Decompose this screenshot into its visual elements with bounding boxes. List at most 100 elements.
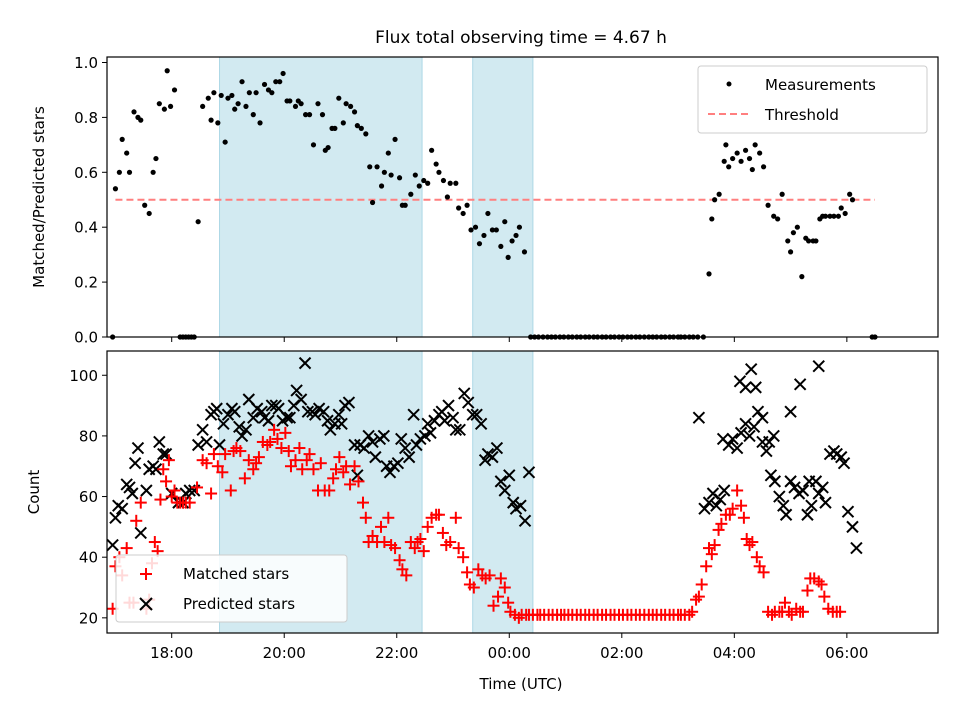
predicted-star-point — [461, 396, 475, 409]
measurement-point — [746, 155, 753, 162]
measurement-point — [799, 274, 805, 280]
predicted-star-point — [128, 456, 142, 470]
measurement-point — [367, 164, 373, 170]
matched-star-point — [289, 454, 302, 467]
measurement-point — [436, 169, 442, 175]
measurement-point — [161, 106, 167, 112]
predicted-star-point — [777, 499, 790, 512]
measurement-point — [396, 175, 403, 181]
matched-star-point — [686, 605, 699, 618]
measurement-point — [485, 210, 491, 217]
measurement-point — [790, 230, 797, 236]
matched-star-point — [162, 454, 175, 467]
measurement-point — [112, 186, 119, 192]
measurement-point — [239, 79, 245, 85]
measurement-point — [156, 101, 162, 107]
x-tick-label: 06:00 — [825, 644, 868, 662]
predicted-star-point — [407, 408, 420, 421]
matched-star-point — [219, 448, 232, 461]
predicted-star-point — [317, 405, 330, 418]
predicted-star-point — [812, 359, 825, 373]
top-legend: Measurements Threshold — [697, 65, 928, 134]
predicted-star-point — [196, 423, 209, 437]
bottom-panel: 20 40 60 80 100 18:00 20:00 22:00 00:00 02:00 04:… — [25, 350, 939, 693]
predicted-star-point — [348, 438, 361, 452]
predicted-star-point — [793, 378, 807, 391]
matched-star-point — [746, 536, 759, 549]
measurement-point — [447, 180, 453, 186]
predicted-star-point — [221, 408, 235, 421]
matched-star-point — [483, 569, 496, 582]
measurement-point — [292, 103, 299, 110]
matched-star-point — [502, 596, 515, 609]
matched-star-point — [247, 463, 260, 476]
matched-star-point — [396, 563, 409, 576]
measurement-point — [131, 109, 137, 115]
matched-star-point — [414, 533, 427, 545]
predicted-star-point — [751, 405, 765, 418]
predicted-star-point — [131, 441, 145, 455]
predicted-star-point — [739, 417, 752, 430]
predicted-star-point — [784, 475, 797, 488]
predicted-star-point — [298, 356, 312, 370]
matched-star-point — [449, 511, 462, 524]
measurement-point — [827, 213, 833, 219]
predicted-star-point — [377, 429, 391, 443]
predicted-star-point — [773, 490, 786, 503]
measurement-point — [847, 191, 853, 197]
matched-star-point — [382, 511, 395, 524]
measurement-point — [354, 123, 360, 129]
predicted-star-point — [446, 411, 460, 424]
matched-star-point — [314, 457, 327, 470]
matched-star-point — [207, 448, 220, 461]
measurement-point — [402, 202, 408, 208]
matched-star-point — [712, 523, 725, 536]
matched-star-point — [452, 542, 465, 555]
measurement-point — [232, 106, 238, 112]
predicted-star-point — [784, 405, 797, 418]
measurement-point — [171, 87, 178, 93]
measurement-point — [250, 112, 256, 118]
legend-predicted-label: Predicted stars — [183, 595, 295, 613]
predicted-star-point — [262, 414, 275, 427]
measurement-point — [146, 210, 152, 217]
top-y-ticks: 0.0 0.2 0.4 0.6 0.8 1.0 — [74, 54, 107, 347]
predicted-star-point — [421, 417, 434, 430]
measurement-point — [416, 183, 422, 189]
predicted-star-point — [228, 405, 241, 418]
matched-star-point — [344, 478, 357, 491]
predicted-star-point — [395, 432, 408, 446]
measurement-point — [306, 112, 313, 118]
matched-star-point — [296, 463, 309, 476]
legend-matched-label: Matched stars — [183, 565, 289, 583]
matched-star-point — [250, 457, 263, 470]
predicted-star-point — [743, 429, 756, 443]
predicted-star-point — [362, 429, 375, 443]
bottom-y-tick-label: 100 — [69, 367, 98, 385]
predicted-star-point — [149, 463, 163, 476]
matched-star-point — [378, 536, 391, 549]
measurement-point — [153, 155, 159, 162]
matched-star-point — [323, 484, 336, 497]
top-y-axis-label: Matched/Predicted stars — [30, 106, 48, 288]
measurement-point — [429, 147, 435, 153]
predicted-star-point — [835, 450, 848, 464]
top-shaded-region — [219, 56, 423, 338]
predicted-star-point — [369, 450, 382, 464]
predicted-star-point — [522, 466, 536, 479]
measurement-point — [521, 249, 528, 255]
matched-star-point — [284, 460, 297, 473]
predicted-star-point — [514, 499, 527, 512]
measurement-point — [119, 136, 125, 142]
matched-star-point — [216, 466, 229, 479]
predicted-star-point — [507, 496, 520, 509]
matched-star-point — [160, 475, 173, 488]
measurement-point — [787, 249, 794, 255]
matched-star-point — [279, 426, 292, 439]
measurement-point — [116, 169, 122, 175]
measurement-point — [374, 164, 380, 170]
predicted-star-point — [763, 435, 776, 449]
measurement-point — [752, 142, 758, 148]
predicted-star-point — [470, 408, 483, 421]
matched-star-point — [492, 590, 505, 603]
